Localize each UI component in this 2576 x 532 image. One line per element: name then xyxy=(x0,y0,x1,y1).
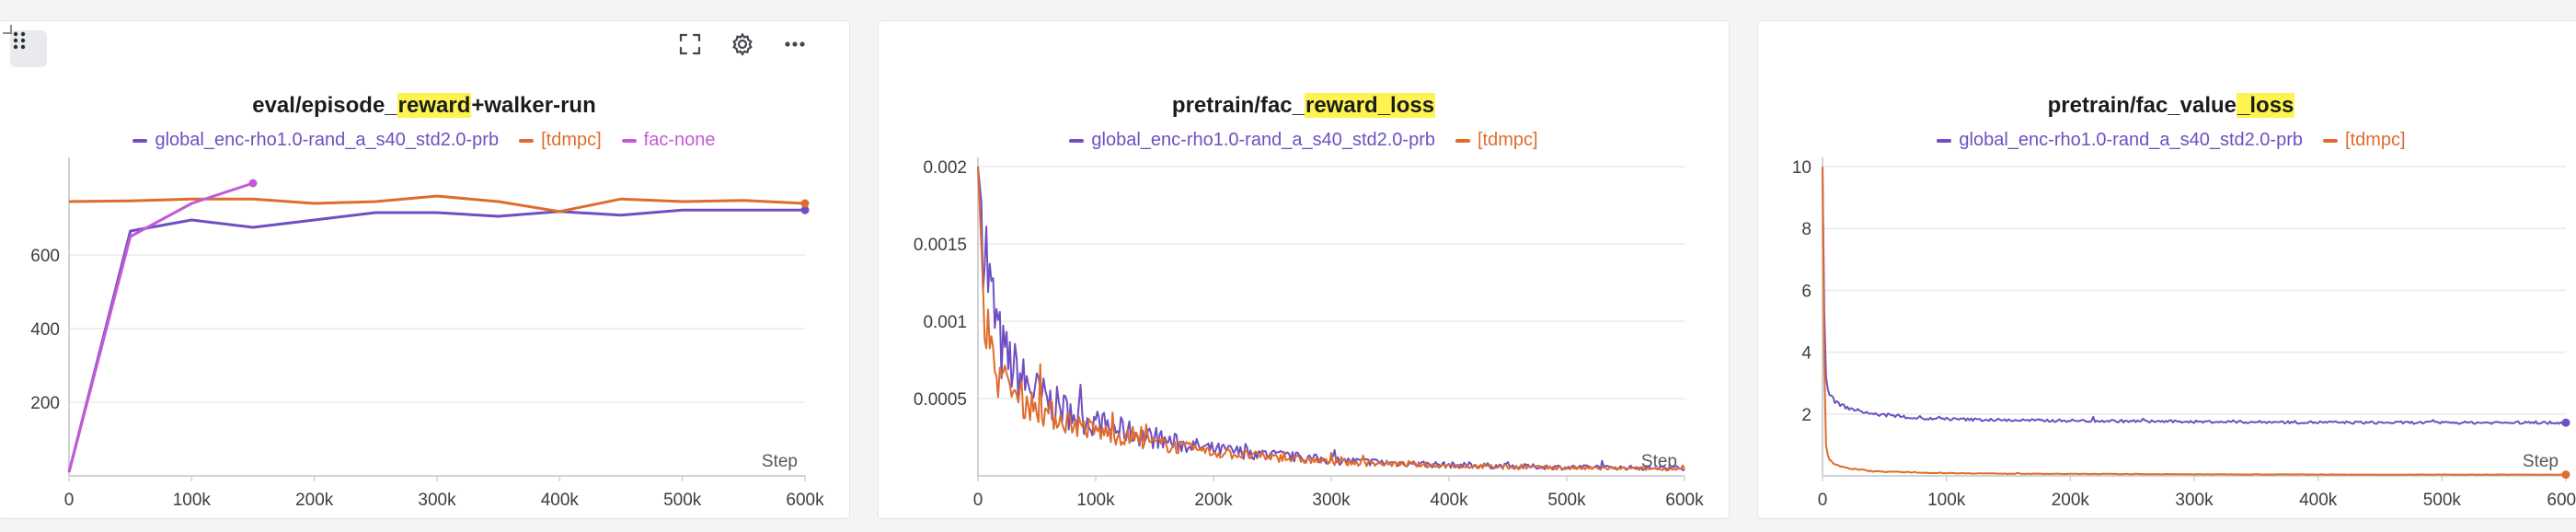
legend-label: fac-none xyxy=(643,130,716,150)
y-tick-label: 0.0015 xyxy=(914,236,967,255)
y-tick-label: 4 xyxy=(1801,344,1811,364)
legend-swatch xyxy=(519,138,535,143)
x-tick-label: 200k xyxy=(1194,491,1233,510)
x-tick-label: 300k xyxy=(1312,491,1351,510)
x-tick-label: 300k xyxy=(2175,491,2214,510)
chart-title: pretrain/fac_reward_loss xyxy=(1171,93,1436,118)
title-highlight: reward_loss xyxy=(1304,93,1436,118)
more-horizontal-icon[interactable] xyxy=(783,32,820,69)
chart-legend: global_enc-rho1.0-rand_a_s40_std2.0-prb [… xyxy=(0,130,849,151)
legend-item[interactable]: [tdmpc] xyxy=(519,130,602,151)
y-tick-label: 400 xyxy=(30,320,60,340)
x-axis-label: Step xyxy=(2523,452,2559,471)
x-tick-label: 600k xyxy=(1665,491,1704,510)
legend-swatch xyxy=(621,138,637,143)
series-end-point xyxy=(2561,470,2570,480)
series-line xyxy=(67,208,805,473)
legend-label: global_enc-rho1.0-rand_a_s40_std2.0-prb xyxy=(1959,130,2303,150)
series-line xyxy=(1822,166,2567,476)
y-tick-label: 10 xyxy=(1792,158,1811,178)
legend-label: global_enc-rho1.0-rand_a_s40_std2.0-prb xyxy=(155,130,500,150)
legend-swatch xyxy=(1455,138,1470,143)
legend-swatch xyxy=(132,138,148,143)
x-tick-label: 200k xyxy=(295,491,334,510)
legend-item[interactable]: global_enc-rho1.0-rand_a_s40_std2.0-prb xyxy=(132,130,499,151)
x-tick-label: 500k xyxy=(663,491,702,510)
x-tick-label: 100k xyxy=(173,491,212,510)
legend-swatch xyxy=(1069,138,1085,143)
y-tick-label: 600 xyxy=(30,247,60,266)
series-end-point xyxy=(2561,418,2570,427)
chart-panel-value-loss: pretrain/fac_value_loss global_enc-rho1.… xyxy=(1757,20,2576,519)
legend-label: [tdmpc] xyxy=(1478,130,1538,150)
legend-item[interactable]: [tdmpc] xyxy=(2323,130,2406,151)
y-tick-label: 6 xyxy=(1801,282,1811,301)
series-end-point xyxy=(248,179,258,188)
series-line xyxy=(67,181,254,473)
x-tick-label: 400k xyxy=(1430,491,1468,510)
legend-label: global_enc-rho1.0-rand_a_s40_std2.0-prb xyxy=(1091,130,1435,150)
chart-panel-reward-loss: pretrain/fac_reward_loss global_enc-rho1… xyxy=(878,20,1730,519)
x-tick-label: 600k xyxy=(786,491,824,510)
title-highlight: _loss xyxy=(2237,93,2295,118)
legend-item[interactable]: fac-none xyxy=(621,130,716,151)
resize-handle-icon[interactable] xyxy=(0,21,12,34)
chart-panel-eval-reward: eval/episode_reward+walker-run global_en… xyxy=(0,20,850,519)
legend-swatch xyxy=(2323,138,2338,143)
drag-grid-icon[interactable] xyxy=(10,30,47,67)
series-end-point xyxy=(800,199,810,208)
chart-svg-eval-reward: 200 400 600 0 100k 200k 300k 400k 500k 600k Step xyxy=(30,157,824,510)
chart-legend: global_enc-rho1.0-rand_a_s40_std2.0-prb [… xyxy=(1758,130,2576,151)
legend-swatch xyxy=(1937,138,1952,143)
y-tick-label: 0.001 xyxy=(923,313,967,332)
legend-item[interactable]: [tdmpc] xyxy=(1455,130,1538,151)
series-end-point xyxy=(800,205,810,214)
legend-item[interactable]: global_enc-rho1.0-rand_a_s40_std2.0-prb xyxy=(1069,130,1435,151)
chart-svg-reward-loss: 0.0005 0.001 0.0015 0.002 0 100k 200k 300k 400k 5… xyxy=(914,157,1704,510)
x-tick-label: 500k xyxy=(1547,491,1586,510)
x-tick-label: 500k xyxy=(2423,491,2462,510)
x-axis-label: Step xyxy=(762,452,798,471)
y-tick-label: 8 xyxy=(1801,220,1811,239)
x-tick-label: 400k xyxy=(2299,491,2338,510)
y-tick-label: 0.002 xyxy=(923,158,967,178)
series-line xyxy=(68,194,806,214)
x-tick-label: 0 xyxy=(973,491,983,510)
x-tick-label: 100k xyxy=(1076,491,1115,510)
x-tick-label: 400k xyxy=(541,491,580,510)
y-tick-label: 200 xyxy=(30,394,60,413)
legend-label: [tdmpc] xyxy=(2345,130,2406,150)
chart-legend: global_enc-rho1.0-rand_a_s40_std2.0-prb [… xyxy=(879,130,1729,151)
title-highlight: reward xyxy=(397,93,472,118)
x-tick-label: 300k xyxy=(418,491,456,510)
x-tick-label: 600k xyxy=(2547,491,2576,510)
chart-svg-value-loss: 2 4 6 8 10 0 100k 200k 300k 400k 500k 600k Step xyxy=(1792,157,2576,510)
y-tick-label: 2 xyxy=(1801,406,1811,425)
legend-label: [tdmpc] xyxy=(541,130,602,150)
x-tick-label: 0 xyxy=(64,491,75,510)
x-tick-label: 0 xyxy=(1818,491,1828,510)
series-line xyxy=(977,166,1685,472)
x-tick-label: 200k xyxy=(2052,491,2090,510)
chart-title: eval/episode_reward+walker-run xyxy=(252,93,596,118)
x-tick-label: 100k xyxy=(1927,491,1966,510)
gear-icon[interactable] xyxy=(730,32,767,69)
fullscreen-icon[interactable] xyxy=(678,32,715,69)
series-line xyxy=(1822,166,2567,425)
y-tick-label: 0.0005 xyxy=(914,390,967,410)
legend-item[interactable]: global_enc-rho1.0-rand_a_s40_std2.0-prb xyxy=(1937,130,2303,151)
chart-title: pretrain/fac_value_loss xyxy=(2047,93,2295,118)
